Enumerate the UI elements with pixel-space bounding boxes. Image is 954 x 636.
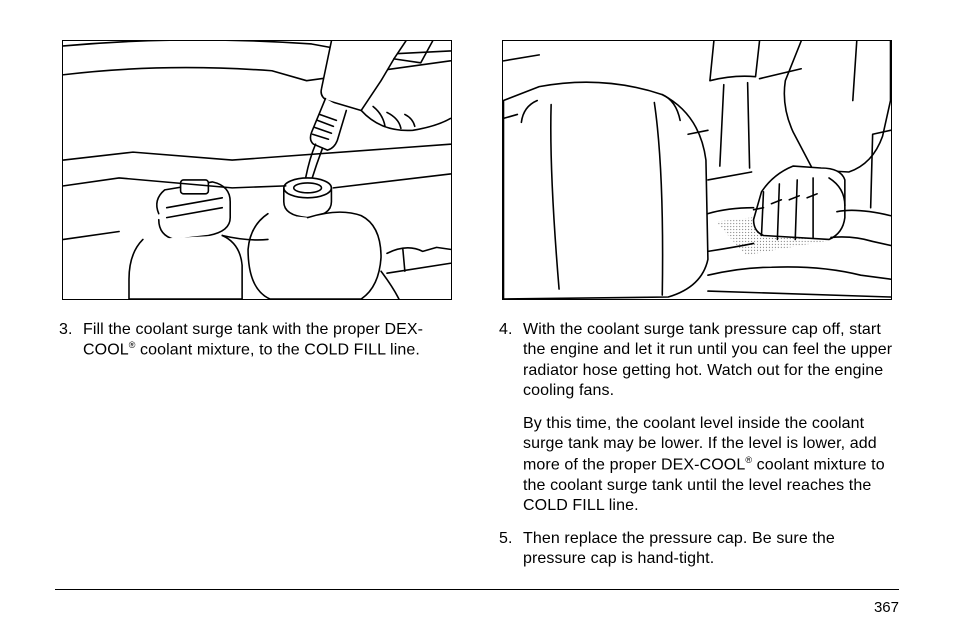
- manual-page: 3. Fill the coolant surge tank with the …: [0, 0, 954, 636]
- step-text-part2: coolant mixture, to the COLD FILL line.: [135, 342, 419, 359]
- left-column: 3. Fill the coolant surge tank with the …: [55, 40, 459, 581]
- step-number: 5.: [499, 529, 513, 549]
- step-number: 4.: [499, 320, 513, 340]
- registered-symbol: ®: [745, 455, 752, 465]
- step-number: 3.: [59, 320, 73, 340]
- step-3: 3. Fill the coolant surge tank with the …: [83, 320, 459, 361]
- page-number: 367: [874, 599, 899, 616]
- step-4-continuation: By this time, the coolant level inside t…: [523, 414, 899, 517]
- footer-rule: [55, 589, 899, 590]
- step-text: Then replace the pressure cap. Be sure t…: [523, 530, 835, 567]
- registered-symbol: ®: [129, 340, 136, 350]
- step-text: With the coolant surge tank pressure cap…: [523, 321, 892, 399]
- step-5: 5. Then replace the pressure cap. Be sur…: [523, 529, 899, 570]
- right-column: 4. With the coolant surge tank pressure …: [495, 40, 899, 581]
- step-list-right: 4. With the coolant surge tank pressure …: [495, 320, 899, 414]
- step-list-right-2: 5. Then replace the pressure cap. Be sur…: [495, 529, 899, 582]
- figure-feel-hose: [502, 40, 892, 300]
- figure-pour-coolant: [62, 40, 452, 300]
- step-4: 4. With the coolant surge tank pressure …: [523, 320, 899, 402]
- step-list-left: 3. Fill the coolant surge tank with the …: [55, 320, 459, 373]
- two-column-layout: 3. Fill the coolant surge tank with the …: [55, 40, 899, 581]
